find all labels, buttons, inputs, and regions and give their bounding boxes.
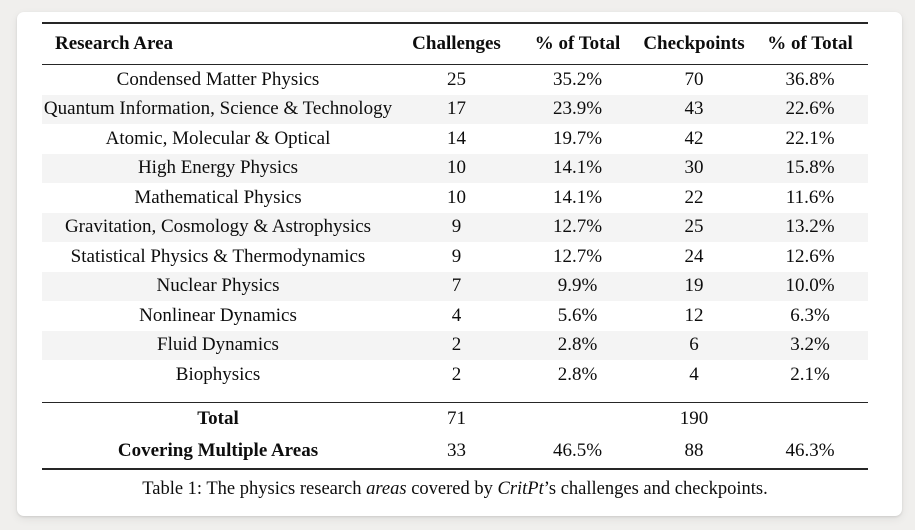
cell-challenges: 9 (451, 245, 462, 267)
cell-challenges-pct: 2.8% (557, 363, 598, 385)
col-header-challenges-pct: % of Total (534, 33, 621, 54)
table-header-row: Research Area Challenges % of Total Chec… (42, 23, 868, 65)
cell-challenges-pct: 19.7% (552, 127, 603, 149)
cell-research-area: High Energy Physics (137, 157, 299, 179)
cell-challenges-pct: 12.7% (552, 216, 603, 238)
cell-research-area: Nonlinear Dynamics (139, 304, 297, 326)
table-caption: Table 1: The physics research areas cove… (42, 479, 868, 500)
cell-challenges-pct: 14.1% (552, 186, 603, 208)
table-row: Fluid Dynamics 2 2.8% 6 3.2% (42, 330, 868, 360)
col-header-checkpoints: Checkpoints (643, 33, 745, 54)
cell-checkpoints-pct: 10.0% (785, 275, 835, 297)
table-header: Research Area Challenges % of Total Chec… (42, 23, 868, 65)
table-body: Condensed Matter Physics 25 35.2% 70 36.… (42, 65, 868, 403)
cell-checkpoints: 30 (684, 157, 704, 179)
cell-checkpoints-pct: 6.3% (790, 304, 830, 326)
table-row: Statistical Physics & Thermodynamics 9 1… (42, 242, 868, 272)
table-summary: Total 71 190 Covering Multiple Areas 33 … (42, 402, 868, 469)
table-row: Atomic, Molecular & Optical 14 19.7% 42 … (42, 124, 868, 154)
cell-checkpoints-pct: 36.8% (785, 68, 835, 90)
table-row: Nuclear Physics 7 9.9% 19 10.0% (42, 271, 868, 301)
cell-checkpoints: 4 (689, 363, 699, 385)
cell-challenges-pct: 12.7% (552, 245, 603, 267)
cell-checkpoints: 24 (684, 245, 704, 267)
cell-checkpoints: 42 (684, 127, 704, 149)
covering-multiple-areas-row: Covering Multiple Areas 33 46.5% 88 46.3… (42, 435, 868, 469)
cell-challenges: 14 (447, 127, 466, 149)
cell-checkpoints-pct: 13.2% (785, 216, 835, 238)
cell-checkpoints-pct: 12.6% (785, 245, 835, 267)
col-header-challenges: Challenges (412, 33, 501, 54)
cell-challenges-pct: 23.9% (552, 98, 603, 120)
cell-research-area: Atomic, Molecular & Optical (105, 127, 331, 149)
cell-checkpoints: 22 (684, 186, 704, 208)
cell-checkpoints: 19 (684, 275, 704, 297)
cell-challenges: 7 (451, 275, 462, 297)
cell-challenges: 17 (447, 98, 466, 120)
research-areas-table: Research Area Challenges % of Total Chec… (42, 22, 868, 470)
cell-challenges-pct: 35.2% (552, 68, 603, 90)
cell-checkpoints: 70 (684, 68, 704, 90)
table-card: Research Area Challenges % of Total Chec… (17, 12, 902, 516)
cell-checkpoints-pct: 2.1% (790, 363, 830, 385)
cell-challenges: 2 (451, 334, 462, 356)
caption-italic-critpt: CritPt (497, 478, 544, 499)
cell-checkpoints-pct: 22.6% (785, 98, 835, 120)
cell-total-challenges: 71 (447, 407, 466, 429)
cell-checkpoints: 43 (684, 98, 704, 120)
table-row: Biophysics 2 2.8% 4 2.1% (42, 360, 868, 402)
cell-covering-challenges: 33 (447, 440, 466, 461)
cell-checkpoints-pct: 22.1% (785, 127, 835, 149)
total-row: Total 71 190 (42, 402, 868, 435)
table-row: Mathematical Physics 10 14.1% 22 11.6% (42, 183, 868, 213)
cell-checkpoints: 25 (684, 216, 704, 238)
table-row: Quantum Information, Science & Technolog… (42, 94, 868, 124)
cell-challenges: 4 (451, 304, 462, 326)
cell-total-checkpoints: 190 (679, 407, 709, 429)
col-header-research-area: Research Area (55, 33, 174, 54)
cell-challenges-pct: 2.8% (557, 334, 598, 356)
cell-challenges: 2 (451, 363, 462, 385)
cell-covering-label: Covering Multiple Areas (117, 440, 319, 461)
cell-total-checkpoints-pct (752, 402, 868, 435)
col-header-checkpoints-pct: % of Total (767, 33, 853, 54)
cell-checkpoints: 6 (689, 334, 699, 356)
cell-challenges: 25 (447, 68, 466, 90)
cell-research-area: Fluid Dynamics (157, 334, 279, 356)
cell-total-challenges-pct (519, 402, 636, 435)
cell-challenges: 9 (451, 216, 462, 238)
cell-checkpoints: 12 (684, 304, 704, 326)
caption-italic-areas: areas (366, 478, 407, 499)
cell-research-area: Statistical Physics & Thermodynamics (70, 245, 366, 267)
caption-text: Table 1: The physics research (142, 478, 367, 499)
cell-challenges: 10 (447, 186, 466, 208)
cell-challenges-pct: 9.9% (557, 275, 598, 297)
cell-covering-checkpoints: 88 (684, 440, 704, 461)
cell-research-area: Nuclear Physics (156, 275, 280, 297)
cell-challenges: 10 (447, 157, 466, 179)
cell-research-area: Mathematical Physics (134, 186, 302, 208)
cell-research-area: Condensed Matter Physics (116, 68, 320, 90)
cell-research-area: Biophysics (175, 363, 261, 385)
caption-text: ’s challenges and checkpoints. (543, 478, 768, 499)
cell-checkpoints-pct: 15.8% (785, 157, 835, 179)
table-row: Nonlinear Dynamics 4 5.6% 12 6.3% (42, 301, 868, 331)
cell-checkpoints-pct: 11.6% (785, 186, 835, 208)
cell-challenges-pct: 5.6% (557, 304, 598, 326)
caption-text: covered by (406, 478, 498, 499)
table-row: Condensed Matter Physics 25 35.2% 70 36.… (42, 65, 868, 95)
cell-checkpoints-pct: 3.2% (790, 334, 830, 356)
cell-challenges-pct: 14.1% (552, 157, 603, 179)
table-row: High Energy Physics 10 14.1% 30 15.8% (42, 153, 868, 183)
cell-research-area: Gravitation, Cosmology & Astrophysics (64, 216, 372, 238)
table-row: Gravitation, Cosmology & Astrophysics 9 … (42, 212, 868, 242)
cell-covering-challenges-pct: 46.5% (552, 440, 603, 461)
cell-research-area: Quantum Information, Science & Technolog… (43, 98, 393, 120)
cell-covering-checkpoints-pct: 46.3% (785, 440, 835, 461)
cell-total-label: Total (197, 407, 239, 429)
